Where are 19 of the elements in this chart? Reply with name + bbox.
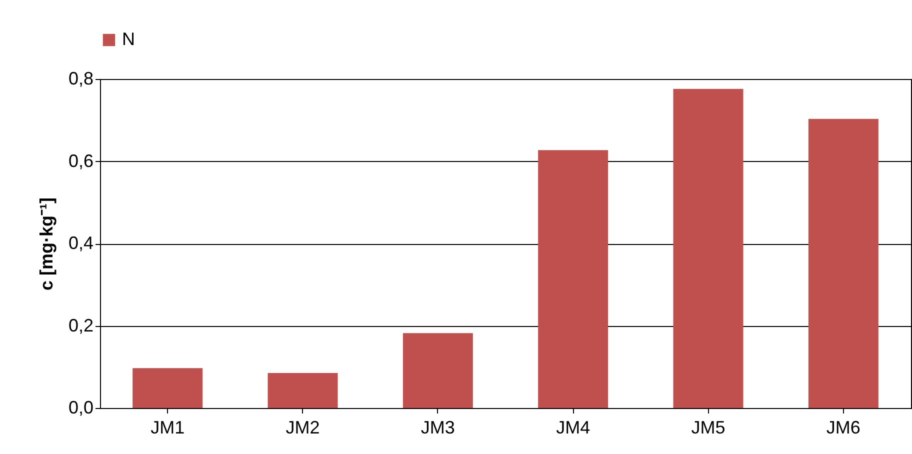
x-tick-label: JM6 [826, 418, 860, 438]
bar [268, 373, 338, 408]
x-tick-label: JM5 [691, 418, 726, 438]
x-tick-label: JM4 [556, 418, 590, 438]
x-tick-label: JM1 [150, 418, 185, 438]
legend-label: N [122, 29, 135, 49]
bar [132, 368, 203, 408]
bar [673, 88, 744, 408]
y-tick-label: 0,2 [68, 315, 94, 336]
y-tick-label: 0,6 [68, 150, 94, 171]
y-axis-title: c [mg·kg⁻¹] [36, 198, 56, 290]
bar [808, 118, 878, 408]
x-tick-label: JM3 [420, 418, 455, 438]
x-tick-label: JM2 [286, 418, 320, 438]
y-tick-label: 0,4 [68, 233, 94, 253]
y-tick-label: 0,8 [68, 68, 94, 88]
bar [538, 150, 608, 408]
y-tick-label: 0,0 [68, 398, 94, 418]
bar [402, 333, 473, 408]
